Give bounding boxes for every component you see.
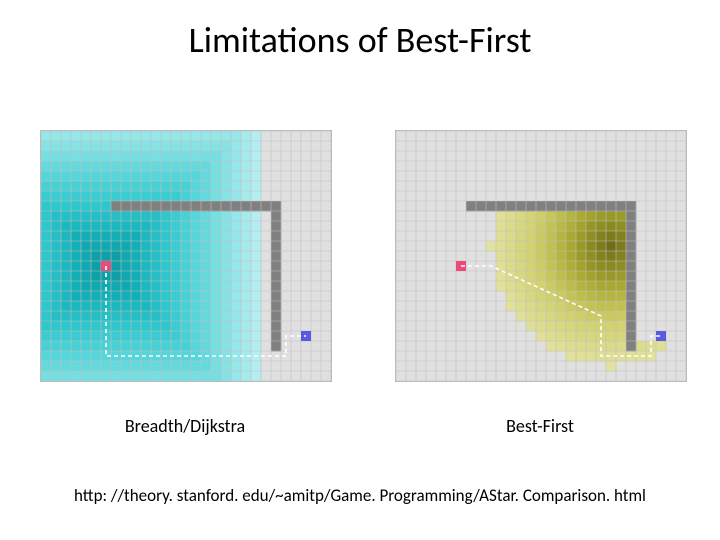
panel-dijkstra	[40, 130, 332, 382]
source-url: http: //theory. stanford. edu/~amitp/Gam…	[0, 485, 720, 506]
page-title: Limitations of Best-First	[0, 18, 720, 62]
caption-dijkstra: Breadth/Dijkstra	[40, 415, 330, 437]
caption-bestfirst: Best-First	[395, 415, 685, 437]
panel-bestfirst	[395, 130, 687, 382]
